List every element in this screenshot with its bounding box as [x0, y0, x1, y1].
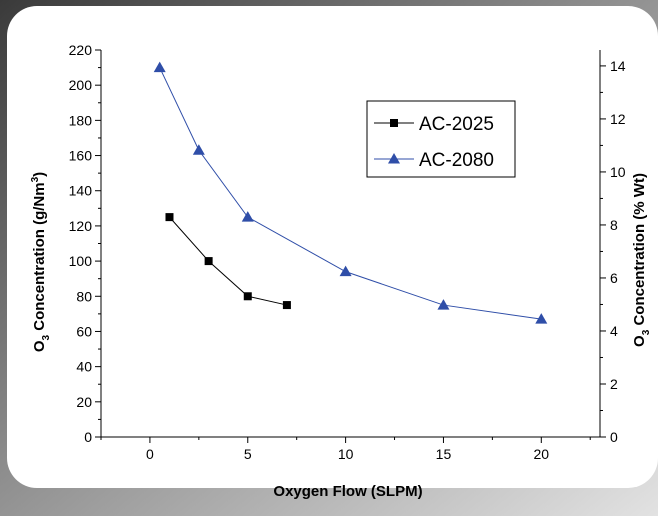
y-right-tick-label: 12: [610, 111, 626, 127]
y-left-tick-label: 220: [69, 42, 93, 58]
y-left-tick-label: 180: [69, 112, 93, 128]
axes: 0 5 10 15 2002040608010012014016018020022002…: [69, 42, 626, 462]
y-right-tick-label: 0: [610, 429, 618, 445]
y-left-tick-label: 100: [69, 253, 93, 269]
legend-marker: [388, 153, 400, 164]
x-tick-label: 10: [338, 446, 354, 462]
x-tick-label: 5: [244, 446, 252, 462]
data-point: [241, 211, 254, 222]
y-right-tick-label: 14: [610, 58, 626, 74]
data-point: [339, 265, 352, 277]
y-left-tick-label: 0: [84, 429, 92, 445]
y-right-tick-label: 10: [610, 164, 626, 180]
y-axis-right-title: O3 Concentration (% Wt): [631, 173, 652, 347]
legend: AC-2025 AC-2080: [366, 100, 516, 178]
legend-label: AC-2025: [419, 114, 494, 135]
y-axis-left-title: O3 Concentration (g/Nm3): [30, 172, 52, 352]
data-point: [204, 257, 213, 266]
y-left-tick-label: 120: [69, 218, 93, 234]
data-point: [437, 299, 450, 310]
legend-box: [366, 100, 516, 178]
x-tick-label: 0: [146, 446, 154, 462]
x-axis-title: Oxygen Flow (SLPM): [273, 483, 422, 500]
x-tick-label: 20: [534, 446, 550, 462]
y-left-title-end: ): [31, 172, 48, 177]
y-left-tick-label: 160: [69, 148, 93, 164]
series-line: [159, 67, 542, 320]
y-right-tick-label: 4: [610, 323, 618, 339]
y-left-tick-label: 60: [76, 323, 92, 339]
data-point: [153, 61, 166, 73]
chart-panel: [7, 6, 658, 488]
data-point: [535, 313, 548, 324]
y-right-tick-label: 8: [610, 217, 618, 233]
legend-label: AC-2080: [419, 150, 494, 171]
y-left-title-mid: Concentration (g/Nm: [31, 182, 48, 335]
y-left-tick-label: 40: [76, 359, 92, 375]
y-left-title-sup: 3: [30, 176, 41, 182]
data-point: [192, 144, 205, 155]
data-point: [165, 213, 174, 222]
y-right-title-main: O: [631, 335, 648, 347]
legend-marker: [390, 119, 398, 127]
y-left-title-main: O: [31, 340, 48, 352]
y-right-title-mid: Concentration (% Wt): [631, 173, 648, 330]
y-left-tick-label: 20: [76, 394, 92, 410]
y-right-title-sub: 3: [641, 329, 652, 335]
y-left-tick-label: 80: [76, 288, 92, 304]
data-point: [282, 301, 291, 310]
data-point: [243, 292, 252, 301]
y-right-tick-label: 2: [610, 376, 618, 392]
series-ac-2080: [153, 61, 548, 324]
y-right-tick-label: 6: [610, 270, 618, 286]
y-left-tick-label: 200: [69, 77, 93, 93]
y-left-title-sub: 3: [41, 334, 52, 340]
y-left-tick-label: 140: [69, 183, 93, 199]
series-ac-2025: [165, 213, 291, 310]
series-layer: [153, 61, 548, 324]
series-line: [169, 216, 288, 306]
x-tick-label: 15: [436, 446, 452, 462]
